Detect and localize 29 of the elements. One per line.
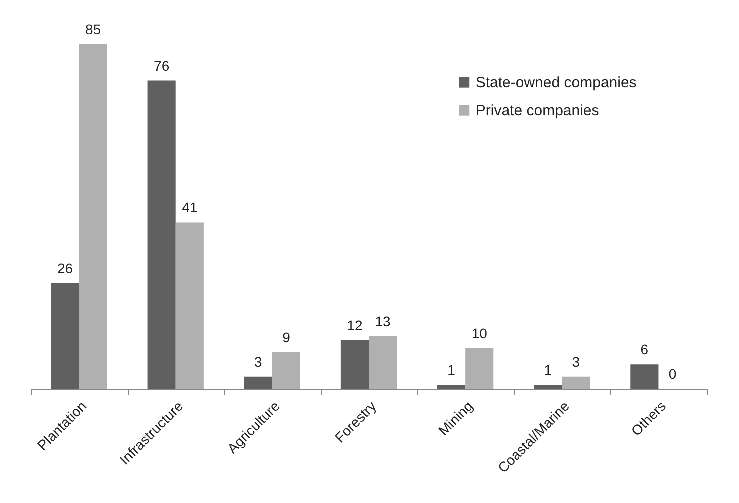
bar: [79, 44, 108, 389]
data-label: 1: [448, 362, 456, 378]
data-label: 1: [544, 362, 552, 378]
data-label: 12: [347, 317, 363, 334]
bar: [51, 284, 80, 389]
data-label: 9: [282, 330, 291, 346]
data-label: 76: [154, 58, 170, 74]
bar: [340, 340, 369, 389]
bar: [630, 364, 659, 389]
data-label: 26: [57, 260, 74, 277]
bar: [466, 348, 494, 389]
bar: [562, 376, 590, 389]
data-label: 3: [572, 354, 580, 370]
bar: [244, 376, 272, 389]
legend-label: Private companies: [476, 102, 600, 120]
bar: [272, 352, 300, 389]
data-label: 10: [472, 325, 488, 342]
data-label: 3: [254, 354, 262, 370]
data-label: 13: [375, 313, 392, 330]
data-label: 85: [86, 21, 102, 38]
legend-label: State-owned companies: [476, 74, 637, 92]
data-label: 41: [182, 200, 198, 216]
bar: [176, 222, 204, 389]
bar: [148, 80, 176, 389]
data-label: 6: [640, 342, 649, 358]
bar: [534, 384, 562, 389]
data-label: 0: [668, 366, 677, 382]
bar: [369, 336, 398, 389]
bar: [438, 384, 466, 389]
